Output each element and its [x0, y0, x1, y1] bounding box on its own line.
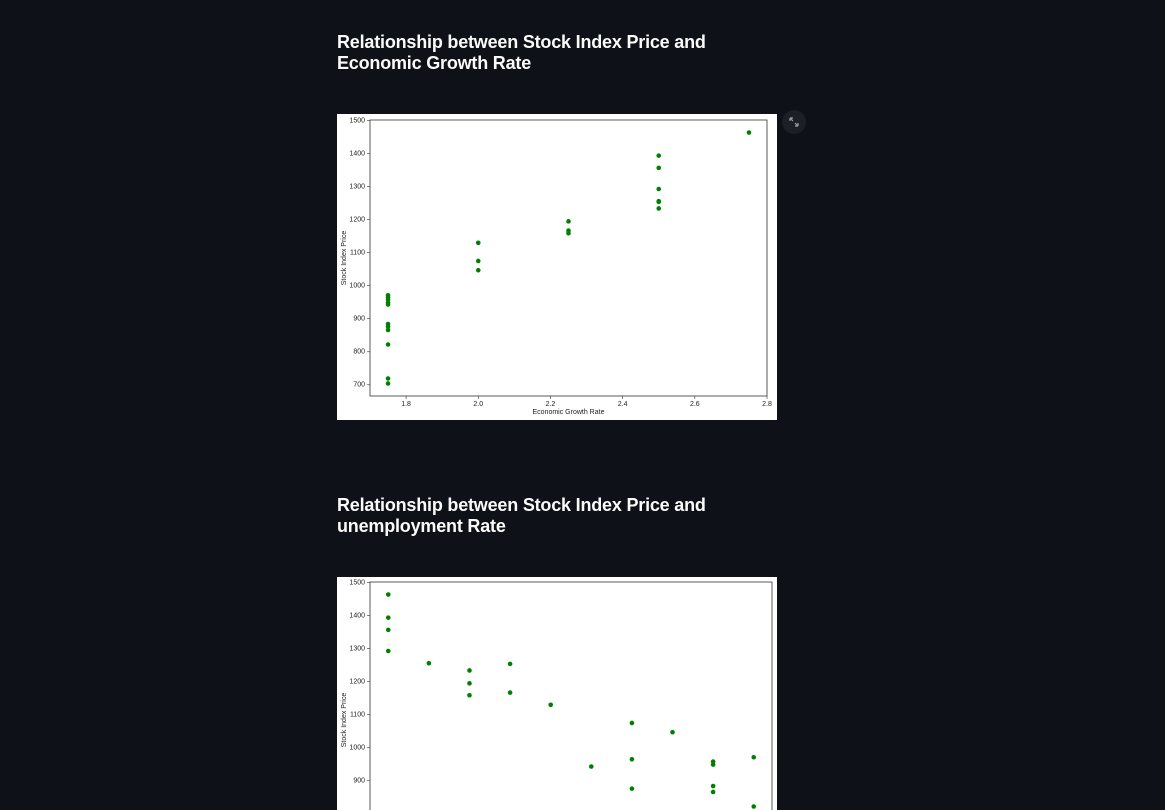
point [467, 692, 472, 698]
point [566, 219, 571, 224]
point [589, 764, 594, 769]
y-tick-label: 1300 [349, 184, 365, 191]
point [629, 786, 635, 791]
point [507, 661, 513, 667]
y-tick-label: 1500 [349, 118, 365, 125]
point [467, 681, 472, 686]
point [656, 199, 662, 205]
plot-frame [369, 119, 768, 397]
x-tick-label: 2.8 [762, 401, 772, 408]
y-tick-label: 900 [353, 316, 365, 323]
point [426, 660, 432, 666]
chart: 1.8 2.0 2.2 2.4 2.6 2.8 700 800 900 1000 1100 1200 1… [337, 114, 777, 420]
y-tick-label: 800 [353, 349, 365, 356]
x-tick-label: 2.2 [546, 401, 556, 408]
point [385, 324, 391, 329]
point [629, 720, 635, 726]
point [656, 153, 662, 158]
y-tick-label: 1300 [349, 646, 365, 653]
y-tick-label: 1000 [349, 283, 365, 290]
x-tick-label: 2.6 [690, 401, 700, 408]
point [548, 702, 553, 708]
point [385, 376, 391, 381]
x-axis-label: Economic Growth Rate [533, 409, 605, 416]
point [746, 130, 752, 135]
point [507, 690, 513, 695]
y-tick-label: 1000 [349, 745, 365, 752]
point [566, 228, 571, 233]
point [670, 729, 675, 735]
point [475, 240, 481, 246]
point [385, 592, 391, 597]
plot-frame [369, 581, 773, 810]
y-tick-label: 1400 [349, 613, 365, 620]
y-tick-label: 1500 [349, 580, 365, 587]
chart-heading: Relationship between Stock Index Price a… [337, 495, 706, 536]
point [710, 789, 716, 795]
y-tick-label: 1400 [349, 151, 365, 158]
chart-heading: Relationship between Stock Index Price a… [337, 32, 706, 73]
y-tick-label: 700 [353, 382, 365, 389]
point [751, 804, 757, 809]
x-tick-label: 2.4 [618, 401, 628, 408]
x-tick-label: 1.8 [401, 401, 411, 408]
point [385, 293, 391, 298]
point [385, 627, 391, 633]
point [710, 783, 716, 789]
y-axis-label: Stock Index Price [341, 231, 348, 286]
point [385, 300, 391, 305]
point [656, 186, 662, 192]
point [385, 648, 391, 654]
point [385, 615, 391, 620]
y-tick-label: 900 [353, 778, 365, 785]
point [475, 267, 481, 273]
point [385, 342, 391, 347]
point [751, 755, 757, 760]
point [475, 258, 481, 264]
x-tick-label: 2.0 [473, 401, 483, 408]
point [710, 762, 716, 767]
point [656, 206, 662, 211]
expand-button[interactable] [782, 110, 806, 134]
point [385, 327, 391, 333]
y-axis-label: Stock Index Price [341, 693, 348, 748]
chart: 900 1000 1100 1200 1300 1400 1500 Stock Index P… [337, 577, 777, 810]
y-tick-label: 1100 [350, 250, 365, 257]
y-tick-label: 1200 [349, 679, 365, 686]
point [656, 165, 662, 171]
y-tick-label: 1100 [350, 712, 365, 719]
point [629, 756, 635, 762]
y-tick-label: 1200 [349, 217, 365, 224]
point [385, 381, 391, 386]
point [467, 668, 472, 673]
